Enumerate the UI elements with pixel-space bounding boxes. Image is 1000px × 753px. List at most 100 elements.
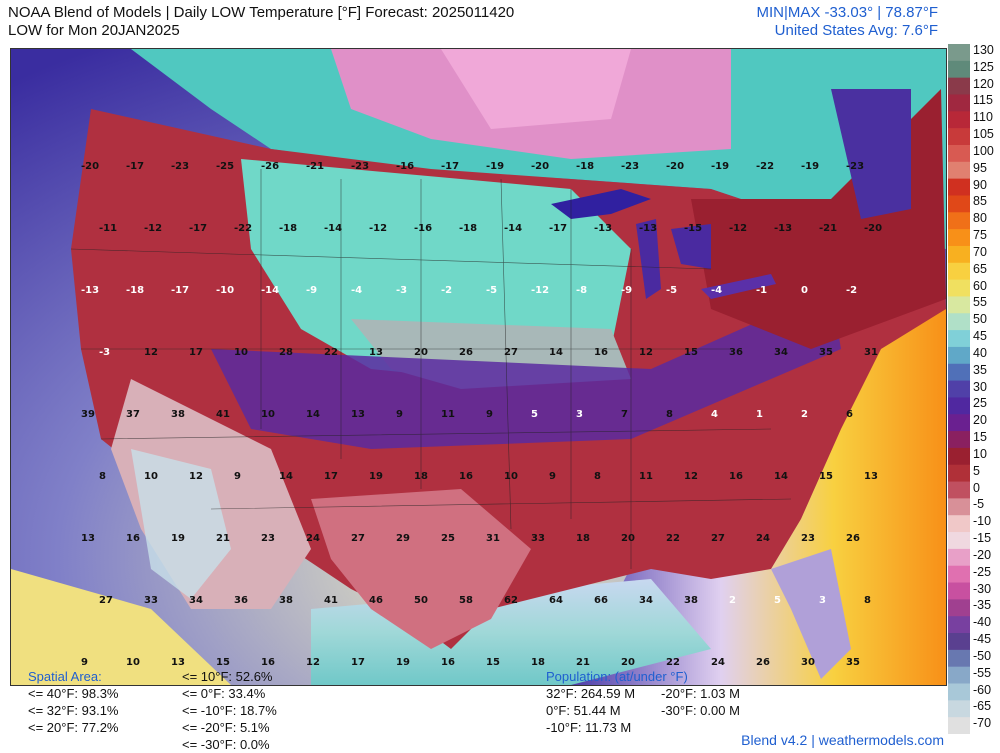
texas-light: [311, 489, 531, 649]
map-subtitle: LOW for Mon 20JAN2025: [8, 22, 180, 39]
temperature-value: 36: [234, 595, 248, 606]
temperature-value: -17: [549, 223, 567, 234]
population-stats: Population: (at/under °F) 32°F: 264.59 M…: [546, 668, 740, 736]
color-scale-swatch: [948, 330, 970, 348]
temperature-value: 22: [666, 533, 680, 544]
temperature-value: 34: [774, 347, 788, 358]
temperature-value: 3: [576, 409, 583, 420]
temperature-value: 7: [621, 409, 628, 420]
temperature-value: -23: [621, 161, 639, 172]
temperature-value: 38: [684, 595, 698, 606]
temperature-value: 26: [846, 533, 860, 544]
color-scale-label: -25: [973, 564, 992, 579]
temperature-value: -23: [846, 161, 864, 172]
color-scale-swatch: [948, 414, 970, 432]
temperature-value: -13: [594, 223, 612, 234]
temperature-value: 36: [729, 347, 743, 358]
temperature-value: -17: [126, 161, 144, 172]
temperature-value: 12: [639, 347, 653, 358]
temperature-value: -9: [621, 285, 632, 296]
temperature-value: 5: [774, 595, 781, 606]
population-line: -30°F: 0.00 M: [661, 703, 740, 718]
temperature-value: -15: [684, 223, 702, 234]
temperature-value: -21: [819, 223, 837, 234]
lake-erie: [701, 274, 776, 299]
color-scale-label: -5: [973, 497, 985, 512]
color-scale-label: 85: [973, 194, 987, 209]
color-scale-swatch: [948, 195, 970, 213]
temperature-value: 14: [279, 471, 293, 482]
spatial-line: <= 0°F: 33.4%: [182, 686, 266, 701]
temperature-value: -14: [324, 223, 342, 234]
temperature-value: -3: [99, 347, 110, 358]
color-scale-label: -10: [973, 514, 992, 529]
temperature-value: 26: [756, 657, 770, 668]
temperature-value: 20: [621, 533, 635, 544]
temperature-value: -18: [126, 285, 144, 296]
temperature-value: 9: [234, 471, 241, 482]
temperature-value: 0: [801, 285, 808, 296]
baja-yellow: [11, 569, 231, 685]
color-scale-swatch: [948, 111, 970, 129]
color-scale-swatch: [948, 245, 970, 264]
color-scale-swatch: [948, 565, 970, 584]
temperature-value: 1: [756, 409, 763, 420]
color-scale-swatch: [948, 346, 970, 365]
color-scale-label: 0: [973, 480, 980, 495]
purple-band: [211, 289, 841, 449]
temperature-value: 12: [684, 471, 698, 482]
lake-huron: [671, 224, 711, 269]
color-scale-swatch: [948, 128, 970, 146]
spatial-line: <= 20°F: 77.2%: [28, 720, 119, 735]
color-scale-label: 115: [973, 93, 993, 108]
color-scale-label: 10: [973, 446, 987, 461]
temperature-value: 19: [396, 657, 410, 668]
temperature-value: 35: [819, 347, 833, 358]
color-scale-swatch: [948, 161, 970, 180]
temperature-value: -18: [576, 161, 594, 172]
temperature-value: 18: [576, 533, 590, 544]
color-scale-label: 5: [973, 463, 980, 478]
temperature-value: 23: [801, 533, 815, 544]
color-scale-swatch: [948, 599, 970, 617]
color-scale-swatch: [948, 212, 970, 230]
color-scale-label: 100: [973, 143, 994, 158]
temperature-value: -19: [711, 161, 729, 172]
temperature-value: 16: [459, 471, 473, 482]
temperature-value: 10: [234, 347, 248, 358]
spatial-line: <= -10°F: 18.7%: [182, 703, 277, 718]
temperature-value: 19: [171, 533, 185, 544]
temperature-value: -14: [261, 285, 279, 296]
temperature-value: 22: [666, 657, 680, 668]
temperature-value: 64: [549, 595, 563, 606]
color-scale-swatch: [948, 77, 970, 95]
temperature-value: 10: [144, 471, 158, 482]
color-scale-swatch: [948, 700, 970, 718]
color-scale-label: 35: [973, 362, 987, 377]
spatial-area-heading: Spatial Area:: [28, 669, 102, 684]
temperature-value: -23: [171, 161, 189, 172]
temperature-value: -19: [486, 161, 504, 172]
temperature-value: 38: [279, 595, 293, 606]
temperature-value: 10: [504, 471, 518, 482]
color-scale-label: 80: [973, 211, 987, 226]
color-scale-swatch: [948, 262, 970, 281]
temperature-value: 13: [864, 471, 878, 482]
color-scale-swatch: [948, 666, 970, 685]
temperature-value: -18: [459, 223, 477, 234]
color-scale-swatch: [948, 296, 970, 314]
temperature-value: 11: [639, 471, 653, 482]
temperature-value: 13: [171, 657, 185, 668]
temperature-value: 13: [369, 347, 383, 358]
temperature-value: -16: [396, 161, 414, 172]
temperature-value: 33: [531, 533, 545, 544]
population-line: -20°F: 1.03 M: [661, 686, 740, 701]
color-scale-label: 130: [973, 43, 994, 57]
temperature-value: -25: [216, 161, 234, 172]
color-scale-label: 125: [973, 59, 994, 74]
temperature-value: -17: [171, 285, 189, 296]
temperature-value: -5: [486, 285, 497, 296]
color-scale-swatch: [948, 649, 970, 668]
temperature-value: 15: [819, 471, 833, 482]
temperature-value: 14: [306, 409, 320, 420]
